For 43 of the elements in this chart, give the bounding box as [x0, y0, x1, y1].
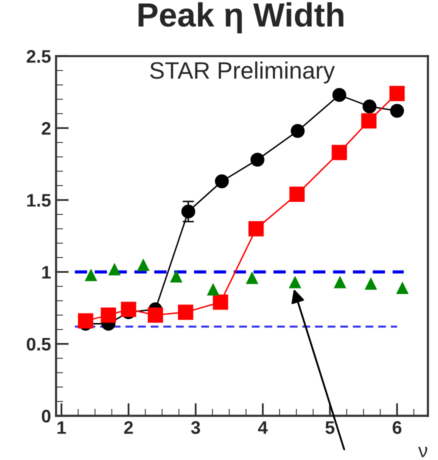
point — [100, 307, 116, 323]
x-tick-label: 3 — [191, 421, 200, 434]
point — [396, 282, 409, 294]
point — [250, 152, 264, 167]
point — [334, 276, 346, 288]
y-tick-label: 0 — [42, 410, 50, 423]
point — [288, 276, 302, 288]
x-tick-label: 2 — [124, 421, 133, 434]
point — [178, 304, 194, 320]
point — [120, 302, 136, 317]
point — [137, 258, 150, 272]
y-tick-label: 1.5 — [27, 194, 51, 207]
x-tick-label: 5 — [325, 421, 334, 434]
point — [181, 204, 196, 218]
point — [362, 100, 376, 114]
point — [390, 104, 404, 118]
chart-title: Peak η Width — [138, 2, 344, 34]
point — [170, 270, 182, 283]
point — [212, 294, 228, 310]
x-tick-label: 1 — [58, 421, 66, 434]
point — [78, 313, 94, 329]
point — [332, 88, 346, 102]
point — [361, 113, 376, 129]
y-tick-label: 0.5 — [26, 338, 51, 351]
point — [289, 186, 305, 202]
point — [108, 262, 121, 276]
point — [214, 174, 229, 188]
y-tick-label: 2 — [42, 122, 50, 135]
point — [148, 307, 164, 323]
point — [389, 86, 405, 102]
x-axis-title: ν — [418, 446, 428, 458]
x-tick-label: 6 — [392, 421, 402, 434]
point — [364, 277, 378, 290]
y-tick-label: 2.5 — [26, 50, 51, 63]
point — [206, 282, 220, 296]
point — [248, 221, 264, 236]
x-tick-label: 4 — [258, 421, 268, 434]
point — [290, 124, 305, 138]
y-tick-label: 1 — [42, 266, 51, 278]
point — [246, 271, 258, 284]
point — [332, 144, 347, 160]
annotation: STAR Preliminary — [150, 62, 335, 84]
point — [84, 268, 98, 282]
